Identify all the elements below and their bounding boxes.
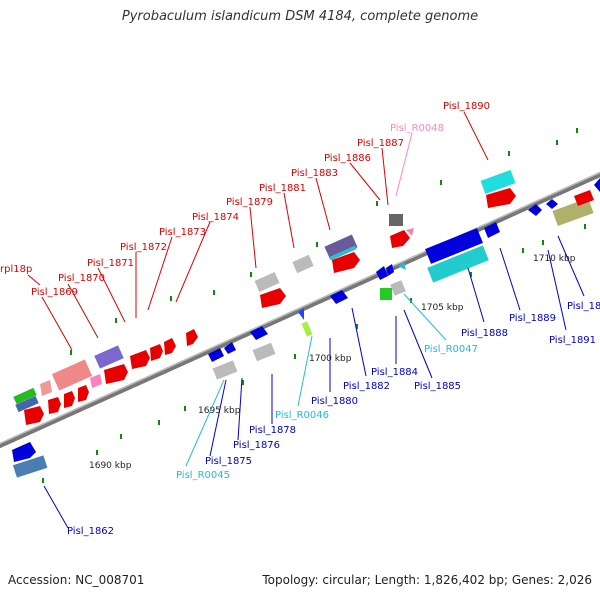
gene-feature[interactable] [94, 345, 124, 369]
gene-feature[interactable] [329, 245, 357, 261]
gene-label[interactable]: Pisl_1870 [58, 273, 105, 284]
scale-labels: 1690 kbp 1695 kbp 1700 kbp 1705 kbp 1710… [89, 254, 576, 471]
gene-feature[interactable] [324, 234, 358, 260]
gene-label[interactable]: Pisl_1890 [443, 101, 490, 112]
gene-feature[interactable] [398, 262, 406, 270]
gene-label[interactable]: Pisl_1885 [414, 381, 461, 392]
gene-label[interactable]: Pisl_1881 [259, 183, 306, 194]
genome-backbone [0, 171, 600, 449]
gene-feature[interactable] [212, 360, 238, 380]
gene-feature[interactable] [48, 397, 61, 414]
map-title: Pyrobaculum islandicum DSM 4184, complet… [121, 9, 479, 24]
gene-label[interactable]: Pisl_1882 [343, 381, 390, 392]
gene-feature[interactable] [292, 254, 314, 274]
gene-feature[interactable] [186, 329, 198, 346]
forward-gene-labels: rpl18p Pisl_1869 Pisl_1870 Pisl_1871 Pis… [0, 101, 490, 351]
gene-label[interactable]: Pisl_1887 [357, 138, 404, 149]
gene-feature[interactable] [330, 290, 348, 304]
gene-feature[interactable] [301, 321, 313, 337]
scale-label: 1690 kbp [89, 461, 132, 471]
gene-feature[interactable] [250, 326, 268, 340]
gene-feature[interactable] [574, 190, 594, 206]
gene-feature[interactable] [484, 222, 500, 238]
gene-feature[interactable] [90, 374, 102, 388]
gene-label[interactable]: Pisl_1871 [87, 258, 134, 269]
gene-feature[interactable] [164, 338, 176, 355]
gene-label[interactable]: Pisl_1875 [205, 456, 252, 467]
gene-feature[interactable] [15, 395, 39, 413]
gene-feature[interactable] [78, 385, 89, 402]
gene-label[interactable]: Pisl_1869 [31, 287, 78, 298]
gene-label[interactable]: Pisl_1892 [567, 301, 600, 312]
gene-feature[interactable] [51, 359, 93, 391]
gene-feature[interactable] [427, 245, 489, 283]
gene-feature[interactable] [552, 197, 594, 227]
gene-feature[interactable] [425, 228, 483, 264]
gene-label[interactable]: Pisl_R0046 [275, 410, 329, 421]
gene-feature[interactable] [224, 342, 236, 354]
gene-label[interactable]: Pisl_1886 [324, 153, 371, 164]
gene-feature[interactable] [386, 264, 394, 276]
gene-feature[interactable] [208, 348, 224, 362]
gene-feature[interactable] [298, 308, 304, 320]
gene-feature[interactable] [24, 406, 44, 425]
gene-feature[interactable] [390, 230, 410, 248]
gene-label[interactable]: Pisl_R0045 [176, 470, 230, 481]
gene-label[interactable]: Pisl_1880 [311, 396, 358, 407]
rna-label-pink: Pisl_R0048 [390, 123, 444, 197]
gene-feature[interactable] [260, 288, 286, 308]
gene-feature[interactable] [594, 178, 600, 192]
reverse-gene-labels: Pisl_1862 Pisl_1875 Pisl_1876 Pisl_1878 … [43, 235, 600, 537]
gene-label[interactable]: Pisl_1873 [159, 227, 206, 238]
scale-label: 1710 kbp [533, 254, 576, 264]
gene-label[interactable]: Pisl_1874 [192, 212, 239, 223]
gene-label[interactable]: Pisl_1889 [509, 313, 556, 324]
gene-feature[interactable] [486, 188, 516, 208]
gene-label[interactable]: Pisl_1878 [249, 425, 296, 436]
gene-label[interactable]: Pisl_1872 [120, 242, 167, 253]
gene-feature[interactable] [12, 442, 36, 462]
gene-feature[interactable] [40, 380, 52, 396]
scale-label: 1705 kbp [421, 303, 464, 313]
gene-feature[interactable] [389, 214, 403, 226]
gene-feature[interactable] [252, 342, 276, 362]
gene-label[interactable]: Pisl_1888 [461, 328, 508, 339]
gene-feature[interactable] [130, 350, 150, 369]
gene-label[interactable]: rpl18p [0, 264, 32, 275]
reverse-strand-genes [12, 222, 586, 483]
gene-label[interactable]: Pisl_1862 [67, 526, 114, 537]
gene-feature[interactable] [380, 288, 392, 300]
gene-label[interactable]: Pisl_R0047 [424, 344, 478, 355]
gene-feature[interactable] [104, 364, 128, 384]
gene-feature[interactable] [64, 391, 75, 408]
gene-feature[interactable] [376, 266, 388, 280]
gene-label[interactable]: Pisl_R0048 [390, 123, 444, 134]
gene-feature[interactable] [150, 344, 163, 361]
gene-label[interactable]: Pisl_1884 [371, 367, 418, 378]
gene-label[interactable]: Pisl_1879 [226, 197, 273, 208]
rna-labels-cyan: Pisl_R0045 Pisl_R0046 Pisl_R0047 [176, 293, 478, 481]
genome-backbone-highlight [0, 171, 600, 445]
gene-label[interactable]: Pisl_1883 [291, 168, 338, 179]
gene-feature[interactable] [406, 228, 414, 236]
gene-feature[interactable] [528, 204, 542, 216]
gene-label[interactable]: Pisl_1891 [549, 335, 596, 346]
gene-feature[interactable] [390, 280, 406, 296]
gene-feature[interactable] [13, 387, 37, 405]
gene-feature[interactable] [332, 252, 360, 273]
gene-feature[interactable] [546, 199, 558, 209]
gene-feature[interactable] [254, 272, 280, 292]
genome-summary: Topology: circular; Length: 1,826,402 bp… [262, 573, 592, 587]
gene-label[interactable]: Pisl_1876 [233, 440, 280, 451]
forward-strand-genes [13, 128, 600, 425]
gene-feature[interactable] [480, 169, 516, 195]
accession-label: Accession: NC_008701 [8, 573, 145, 587]
gene-feature[interactable] [12, 455, 48, 478]
